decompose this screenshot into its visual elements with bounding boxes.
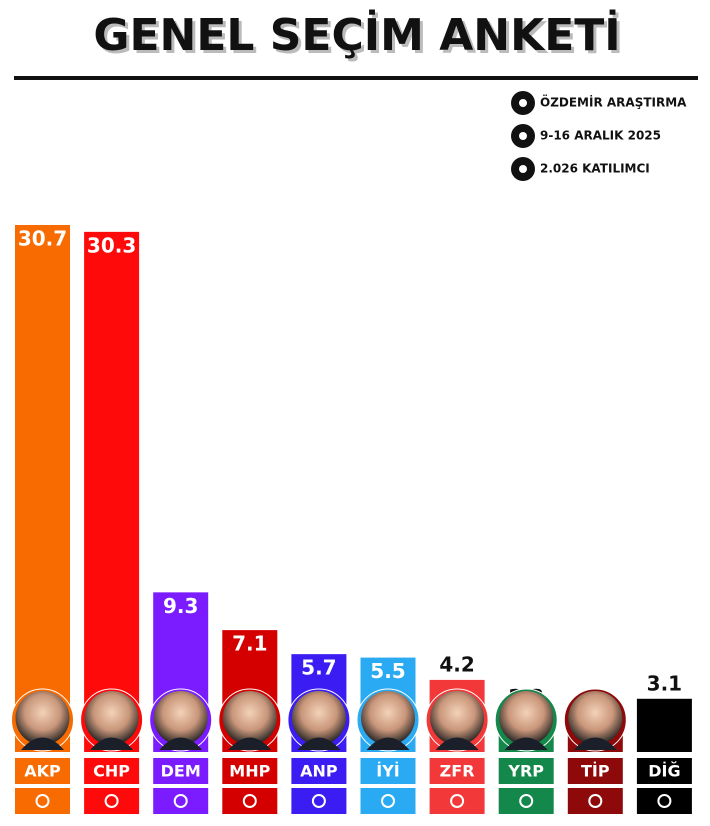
category-label: TİP <box>581 762 610 781</box>
title-rule <box>14 76 698 80</box>
value-label: 4.2 <box>439 652 474 676</box>
category-label: ANP <box>300 762 338 781</box>
logo-box <box>84 788 140 814</box>
chart-title: GENEL SEÇİM ANKETİ <box>93 8 620 61</box>
info-icon-glyph <box>519 99 527 107</box>
category-label: YRP <box>507 762 544 781</box>
logo-icon <box>588 794 603 808</box>
portrait-suit <box>435 737 479 750</box>
logo-icon <box>450 794 465 808</box>
portrait-suit <box>90 737 134 750</box>
logo-box <box>567 788 623 814</box>
value-label: 30.7 <box>18 227 67 251</box>
portrait-suit <box>228 737 272 750</box>
logo-box <box>222 788 278 814</box>
info-text: 9-16 ARALIK 2025 <box>540 129 661 143</box>
logo-box <box>291 788 347 814</box>
category-box <box>360 758 416 784</box>
info-text: ÖZDEMİR ARAŞTIRMA <box>540 95 687 110</box>
category-box <box>498 758 554 784</box>
logo-icon <box>657 794 672 808</box>
logo-icon <box>519 794 534 808</box>
portrait-suit <box>366 737 410 750</box>
portrait <box>15 691 70 745</box>
category-box <box>84 758 140 784</box>
logo-box <box>636 788 692 814</box>
title-shadow: GENEL SEÇİM ANKETİ <box>96 11 623 64</box>
portrait <box>430 691 485 745</box>
logo-icon <box>311 794 326 808</box>
logo-box <box>429 788 485 814</box>
logo-box <box>498 788 554 814</box>
logo-icon <box>381 794 395 808</box>
portrait-suit <box>504 737 548 750</box>
portrait-suit <box>21 737 64 750</box>
logo-box <box>15 788 70 814</box>
portrait-suit <box>573 737 617 750</box>
info-text: 2.026 KATILIMCI <box>540 162 650 176</box>
category-box <box>636 758 692 784</box>
category-box <box>429 758 485 784</box>
portrait <box>361 691 415 745</box>
value-label: 5.7 <box>301 656 336 680</box>
portrait <box>291 691 346 745</box>
category-label: DİĞ <box>648 762 680 781</box>
portrait <box>568 691 623 745</box>
info-icon-glyph <box>519 165 527 173</box>
category-box <box>153 758 209 784</box>
portrait <box>153 691 208 745</box>
category-label: MHP <box>229 762 270 781</box>
category-box <box>222 758 278 784</box>
logo-box <box>360 788 416 814</box>
value-label: 3.1 <box>647 671 682 695</box>
portrait <box>84 691 139 745</box>
portrait-suit <box>159 737 203 750</box>
category-label: İYİ <box>376 762 400 781</box>
category-box <box>567 758 623 784</box>
logo-icon <box>104 794 119 808</box>
category-box <box>291 758 347 784</box>
category-box <box>15 758 70 784</box>
info-icon-glyph <box>519 132 527 140</box>
bar <box>84 231 140 752</box>
category-label: ZFR <box>440 762 475 781</box>
value-label: 7.1 <box>232 632 267 656</box>
logo-icon <box>173 794 188 808</box>
logo-icon <box>242 794 257 808</box>
portrait-suit <box>297 737 341 750</box>
bar <box>15 225 70 752</box>
value-label: 5.5 <box>370 659 405 683</box>
value-label: 30.3 <box>87 233 136 257</box>
category-label: DEM <box>161 762 201 781</box>
category-label: AKP <box>24 762 61 781</box>
portrait <box>499 691 554 745</box>
logo-box <box>153 788 209 814</box>
portrait <box>222 691 277 745</box>
bar <box>636 698 692 752</box>
value-label: 9.3 <box>163 594 198 618</box>
logo-icon <box>35 794 50 808</box>
category-label: CHP <box>93 762 130 781</box>
